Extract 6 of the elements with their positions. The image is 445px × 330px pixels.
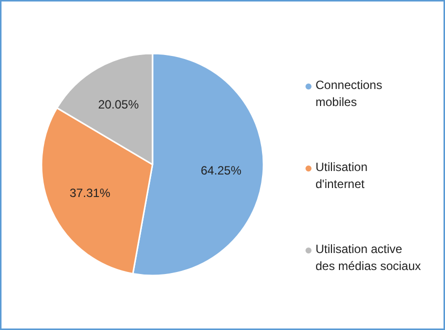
legend-label: Utilisation active des médias sociaux xyxy=(316,242,421,273)
data-label: 20.05% xyxy=(98,98,140,112)
data-label: 64.25% xyxy=(200,164,242,178)
legend-label: Utilisation d'internet xyxy=(316,160,368,191)
data-label: 37.31% xyxy=(70,186,111,200)
legend-label: Connections mobiles xyxy=(316,78,382,109)
